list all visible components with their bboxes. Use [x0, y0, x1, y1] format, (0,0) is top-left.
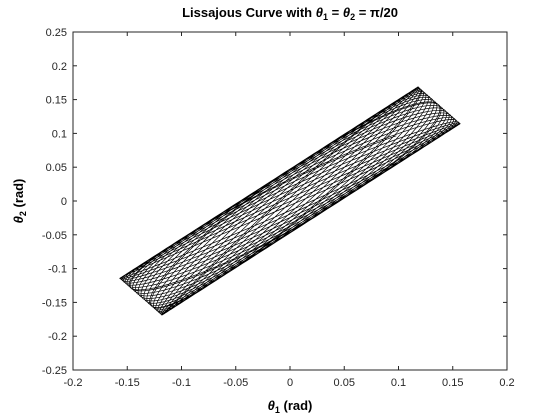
- title-eq-2: =: [355, 5, 370, 20]
- x-tick-label: -0.15: [115, 377, 140, 389]
- y-tick-label: -0.15: [42, 297, 67, 309]
- axes-box: [72, 31, 508, 371]
- x-axis: -0.2 -0.15 -0.1 -0.05 0 0.05 0.1 0.15 0.2: [64, 32, 515, 389]
- x-axis-title: θ1 (rad): [268, 398, 313, 415]
- y-tick-label: 0.1: [52, 128, 67, 140]
- lissajous-series-line: [119, 86, 461, 316]
- x-tick-label: 0.05: [334, 377, 355, 389]
- y-tick-label: -0.05: [42, 230, 67, 242]
- y-tick-label: -0.25: [42, 365, 67, 377]
- title-sub-1: 1: [323, 12, 328, 22]
- y-axis: -0.25 -0.2 -0.15 -0.1 -0.05 0 0.05 0.1 0.15 0.2 0.…: [42, 27, 507, 377]
- y-tick-label: 0.25: [46, 27, 67, 39]
- curve-layer: [119, 86, 461, 316]
- ylabel-theta: θ: [11, 216, 26, 223]
- y-axis-title: θ2 (rad): [11, 179, 28, 224]
- chart-title: Lissajous Curve with θ1 = θ2 = π/20: [182, 5, 398, 22]
- x-tick-label: 0: [287, 377, 293, 389]
- y-tick-label: -0.2: [48, 331, 67, 343]
- xlabel-theta: θ: [268, 398, 275, 413]
- x-tick-label: -0.1: [172, 377, 191, 389]
- y-tick-label: 0.05: [46, 162, 67, 174]
- title-text-1: Lissajous Curve with: [182, 5, 316, 20]
- title-theta-2: θ: [343, 5, 350, 20]
- ylabel-unit: (rad): [11, 179, 26, 212]
- y-tick-label: 0.2: [52, 61, 67, 73]
- title-value: π/20: [370, 5, 398, 20]
- title-sub-2: 2: [350, 12, 355, 22]
- xlabel-unit: (rad): [280, 398, 313, 413]
- y-tick-label: 0.15: [46, 95, 67, 107]
- x-tick-label: -0.2: [64, 377, 83, 389]
- ylabel-sub: 2: [18, 211, 28, 216]
- y-tick-label: 0: [61, 196, 67, 208]
- x-tick-label: 0.2: [499, 377, 514, 389]
- x-tick-label: -0.05: [223, 377, 248, 389]
- xlabel-sub: 1: [275, 405, 280, 415]
- x-tick-label: 0.1: [391, 377, 406, 389]
- x-tick-label: 0.15: [442, 377, 463, 389]
- y-tick-label: -0.1: [48, 264, 67, 276]
- title-eq-1: =: [328, 5, 343, 20]
- title-theta-1: θ: [316, 5, 323, 20]
